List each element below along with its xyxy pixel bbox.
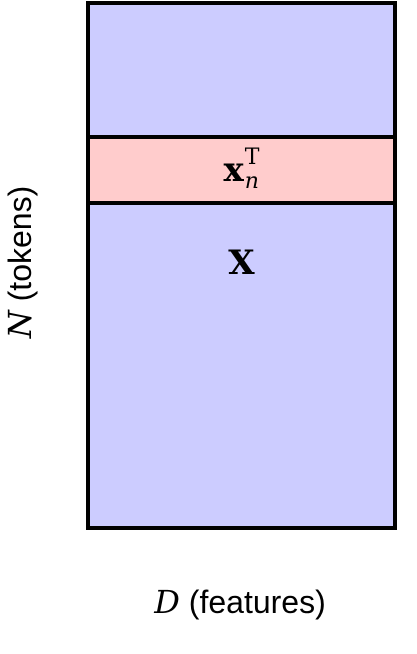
row-label: x T n — [90, 139, 393, 201]
matrix-x: x T n X — [86, 1, 397, 530]
x-axis-text: (features) — [188, 584, 326, 620]
row-band-xn: x T n — [90, 135, 393, 205]
row-scripts: T n — [245, 147, 260, 193]
matrix-label: X — [228, 243, 255, 283]
row-superscript: T — [244, 145, 260, 170]
y-axis-text: (tokens) — [2, 185, 38, 302]
row-subscript: n — [244, 169, 259, 194]
y-axis-variable: N — [1, 310, 39, 339]
x-axis-label: D (features) — [154, 583, 325, 621]
row-symbol: x — [223, 150, 244, 190]
x-axis-variable: D — [154, 583, 180, 621]
y-axis-label: N (tokens) — [1, 186, 39, 338]
